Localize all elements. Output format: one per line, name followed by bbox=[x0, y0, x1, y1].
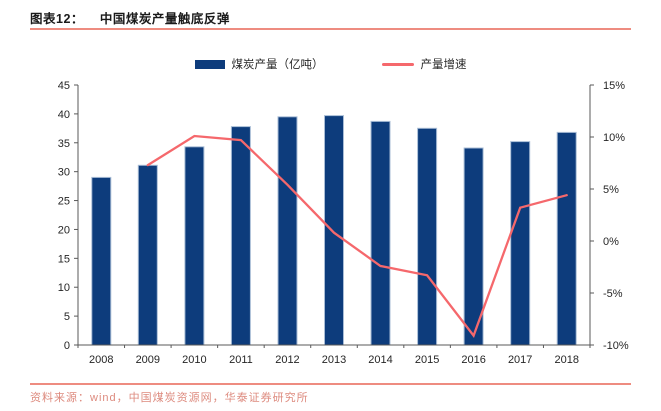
legend-bar-swatch bbox=[194, 59, 225, 69]
right-axis-tick-label: 10% bbox=[603, 132, 625, 144]
legend-bar-label: 煤炭产量（亿吨） bbox=[231, 59, 324, 71]
bar-2012 bbox=[277, 116, 298, 346]
right-axis-tick-label: 0% bbox=[603, 236, 619, 248]
right-axis-tick-label: 5% bbox=[603, 184, 619, 196]
left-axis-tick-label: 25 bbox=[58, 196, 70, 208]
bar-2017 bbox=[510, 141, 531, 346]
left-axis-tick-label: 30 bbox=[58, 167, 70, 179]
left-axis-tick-label: 15 bbox=[58, 253, 70, 265]
x-axis-label-2017: 2017 bbox=[508, 354, 532, 366]
chart-header: 图表12： 中国煤炭产量触底反弹 bbox=[30, 8, 230, 27]
left-axis-tick-label: 10 bbox=[58, 282, 70, 294]
x-axis-label-2012: 2012 bbox=[275, 354, 299, 366]
x-axis-label-2009: 2009 bbox=[136, 354, 160, 366]
left-axis-tick-label: 0 bbox=[64, 340, 70, 352]
right-axis-tick-label: -5% bbox=[603, 288, 623, 300]
legend-item-production: 煤炭产量（亿吨） bbox=[194, 56, 324, 72]
legend-item-growth: 产量增速 bbox=[381, 56, 467, 72]
x-axis-label-2008: 2008 bbox=[89, 354, 113, 366]
x-axis-label-2010: 2010 bbox=[182, 354, 206, 366]
x-axis-label-2013: 2013 bbox=[322, 354, 346, 366]
right-axis-tick-label: 15% bbox=[603, 80, 625, 92]
bar-2011 bbox=[230, 126, 251, 346]
x-axis-label-2016: 2016 bbox=[461, 354, 485, 366]
legend-line-label: 产量增速 bbox=[420, 59, 467, 71]
bar-2015 bbox=[417, 127, 438, 346]
source-note: 资料来源：wind，中国煤炭资源网，华泰证券研究所 bbox=[30, 392, 309, 404]
x-axis-label-2018: 2018 bbox=[554, 354, 578, 366]
footer-rule bbox=[30, 383, 631, 385]
bar-2010 bbox=[184, 146, 205, 346]
bar-2008 bbox=[91, 176, 112, 346]
left-axis-tick-label: 5 bbox=[64, 311, 70, 323]
legend: 煤炭产量（亿吨） 产量增速 bbox=[0, 56, 661, 72]
title-rule bbox=[30, 28, 631, 30]
left-axis-tick-label: 20 bbox=[58, 224, 70, 236]
left-axis-tick-label: 35 bbox=[58, 138, 70, 150]
bar-2009 bbox=[137, 164, 158, 346]
bar-2013 bbox=[324, 115, 344, 346]
figure-number-label: 图表12： bbox=[30, 12, 84, 26]
right-axis-tick-label: -10% bbox=[603, 340, 629, 352]
bar-2014 bbox=[370, 120, 391, 346]
figure-title: 中国煤炭产量触底反弹 bbox=[99, 12, 230, 26]
x-axis-label-2011: 2011 bbox=[229, 354, 253, 366]
left-axis-tick-label: 45 bbox=[58, 80, 70, 92]
growth-rate-line bbox=[146, 134, 568, 338]
bar-2018 bbox=[556, 131, 577, 346]
x-axis-label-2014: 2014 bbox=[368, 354, 392, 366]
left-axis-tick-label: 40 bbox=[58, 109, 70, 121]
legend-line-swatch bbox=[381, 62, 414, 66]
x-axis-label-2015: 2015 bbox=[415, 354, 439, 366]
